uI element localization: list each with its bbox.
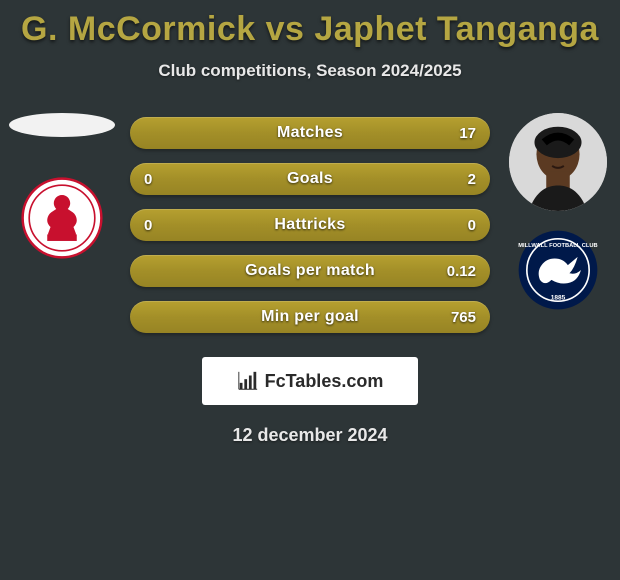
stat-row-goals-per-match: Goals per match 0.12 — [130, 255, 490, 287]
left-side — [8, 107, 116, 259]
player-portrait-icon — [509, 113, 607, 211]
chart-icon — [237, 370, 259, 392]
stat-left-value: 0 — [144, 217, 152, 234]
subtitle: Club competitions, Season 2024/2025 — [0, 61, 620, 81]
middlesbrough-badge-icon — [21, 177, 103, 259]
brand-box[interactable]: FcTables.com — [202, 357, 418, 405]
stat-label: Matches — [277, 124, 343, 142]
svg-text:MILLWALL FOOTBALL CLUB: MILLWALL FOOTBALL CLUB — [518, 243, 597, 249]
stat-right-value: 0.12 — [447, 263, 476, 280]
club-badge-left — [21, 177, 103, 259]
main-row: Matches 17 0 Goals 2 0 Hattricks 0 Goals… — [0, 107, 620, 333]
comparison-card: G. McCormick vs Japhet Tanganga Club com… — [0, 0, 620, 446]
brand-label: FcTables.com — [265, 371, 384, 392]
millwall-badge-icon: MILLWALL FOOTBALL CLUB 1885 — [517, 229, 599, 311]
stat-label: Goals — [287, 170, 333, 188]
player-avatar-right — [509, 113, 607, 211]
player-avatar-left — [9, 113, 115, 137]
right-side: MILLWALL FOOTBALL CLUB 1885 — [504, 107, 612, 311]
stat-right-value: 2 — [468, 171, 476, 188]
date-label: 12 december 2024 — [0, 425, 620, 446]
stat-right-value: 17 — [459, 125, 476, 142]
club-badge-right: MILLWALL FOOTBALL CLUB 1885 — [517, 229, 599, 311]
stats-column: Matches 17 0 Goals 2 0 Hattricks 0 Goals… — [116, 107, 504, 333]
stat-left-value: 0 — [144, 171, 152, 188]
svg-text:1885: 1885 — [551, 295, 566, 302]
stat-row-matches: Matches 17 — [130, 117, 490, 149]
stat-label: Min per goal — [261, 308, 359, 326]
stat-label: Goals per match — [245, 262, 375, 280]
page-title: G. McCormick vs Japhet Tanganga — [0, 10, 620, 49]
stat-row-min-per-goal: Min per goal 765 — [130, 301, 490, 333]
stat-row-hattricks: 0 Hattricks 0 — [130, 209, 490, 241]
stat-row-goals: 0 Goals 2 — [130, 163, 490, 195]
stat-right-value: 765 — [451, 309, 476, 326]
stat-label: Hattricks — [274, 216, 345, 234]
stat-right-value: 0 — [468, 217, 476, 234]
